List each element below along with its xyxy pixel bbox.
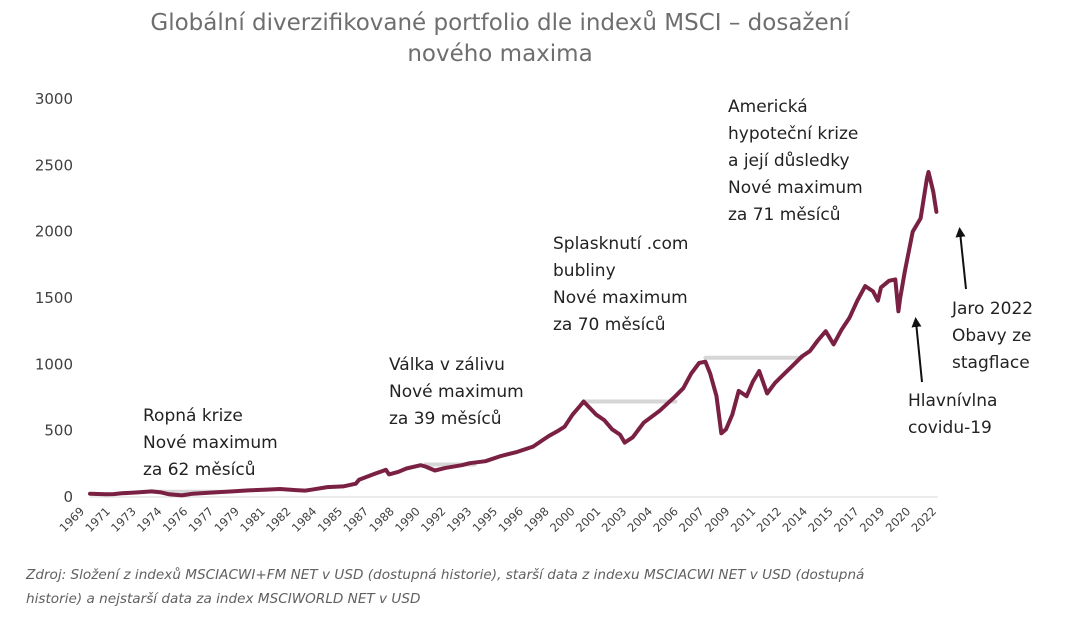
y-tick-label: 2500 — [35, 156, 73, 174]
y-tick-label: 2000 — [35, 223, 73, 241]
arrows — [911, 227, 967, 383]
annotation-jaro-line-1: Jaro 2022 — [952, 299, 1034, 319]
annotation-jaro-2022: Jaro 2022 Obavy ze stagflace — [952, 296, 1033, 377]
x-tick-label: 1969 — [57, 504, 88, 535]
annotation-hypo-line-5: za 71 měsíců — [728, 205, 841, 225]
annotation-com-line-4: za 70 měsíců — [553, 315, 666, 335]
annotation-hypo-line-3: a její důsledky — [728, 151, 850, 171]
source-note-line-1: Zdroj: Složení z indexů MSCIACWI+FM NET … — [26, 567, 865, 583]
x-tick-label: 2000 — [547, 504, 578, 535]
x-tick-label: 1977 — [186, 504, 217, 535]
x-tick-label: 1979 — [211, 504, 242, 535]
x-tick-label: 2020 — [883, 504, 914, 535]
x-tick-label: 2017 — [831, 504, 862, 535]
y-tick-label: 1500 — [35, 289, 73, 307]
arrow-covid — [911, 317, 923, 383]
annotation-jaro-line-3: stagflace — [952, 353, 1030, 373]
annotation-com-bublina: Splasknutí .com bubliny Nové maximum za … — [553, 231, 688, 339]
x-tick-label: 2006 — [650, 504, 681, 535]
x-tick-label: 1985 — [315, 504, 346, 535]
arrow-jaro-2022 — [955, 227, 967, 290]
y-tick-label: 3000 — [35, 90, 73, 108]
annotation-ropna-line-3: za 62 měsíců — [143, 460, 256, 480]
x-tick-label: 1996 — [495, 504, 526, 535]
annotation-valka-v-zalivu: Válka v zálivu Nové maximum za 39 měsíců — [389, 352, 524, 433]
annotation-com-line-3: Nové maximum — [553, 288, 688, 308]
annotation-ropna-krize: Ropná krize Nové maximum za 62 měsíců — [143, 403, 278, 484]
annotation-valka-line-2: Nové maximum — [389, 382, 524, 402]
chart-title-line-1: Globální diverzifikované portfolio dle i… — [150, 10, 850, 36]
x-tick-label: 1995 — [470, 504, 501, 535]
x-tick-label: 2012 — [754, 504, 785, 535]
x-tick-label: 2022 — [909, 504, 940, 535]
x-tick-label: 1993 — [444, 504, 475, 535]
annotation-covid-line-2: covidu-19 — [908, 418, 992, 438]
x-tick-label: 1988 — [366, 504, 397, 535]
x-tick-label: 2019 — [857, 504, 888, 535]
y-tick-label: 500 — [44, 422, 73, 440]
x-tick-label: 1982 — [263, 504, 294, 535]
source-note: Zdroj: Složení z indexů MSCIACWI+FM NET … — [26, 563, 1036, 611]
x-tick-label: 1990 — [392, 504, 423, 535]
annotation-com-line-1: Splasknutí .com — [553, 234, 689, 254]
x-tick-label: 2011 — [728, 504, 759, 535]
x-tick-label: 2014 — [779, 504, 810, 535]
x-tick-label: 2001 — [573, 504, 604, 535]
y-axis: 0 500 1000 1500 2000 2500 3000 — [35, 90, 73, 506]
x-tick-label: 2007 — [676, 504, 707, 535]
x-tick-label: 1981 — [237, 504, 268, 535]
chart-title-line-2: nového maxima — [407, 41, 593, 67]
annotation-valka-line-1: Válka v zálivu — [389, 355, 505, 375]
annotation-ropna-line-1: Ropná krize — [143, 406, 243, 426]
source-note-line-2: historie) a nejstarší data za index MSCI… — [26, 591, 421, 607]
series-line — [88, 170, 939, 498]
annotation-com-line-2: bubliny — [553, 261, 616, 281]
annotation-ropna-line-2: Nové maximum — [143, 433, 278, 453]
x-tick-label: 2004 — [625, 504, 656, 535]
x-tick-label: 1998 — [521, 504, 552, 535]
x-tick-label: 1974 — [134, 504, 165, 535]
x-tick-label: 1971 — [82, 504, 113, 535]
annotation-valka-line-3: za 39 měsíců — [389, 409, 502, 429]
x-tick-label: 1992 — [418, 504, 449, 535]
annotation-jaro-line-2: Obavy ze — [952, 326, 1032, 346]
x-tick-label: 2009 — [702, 504, 733, 535]
x-tick-label: 1973 — [108, 504, 139, 535]
annotation-covid-line-1: Hlavnívlna — [908, 391, 998, 411]
annotation-hypo-line-2: hypoteční krize — [728, 124, 859, 144]
annotation-hypo-line-1: Americká — [728, 97, 808, 117]
y-tick-label: 0 — [63, 488, 73, 506]
x-tick-label: 2015 — [805, 504, 836, 535]
series-group — [88, 170, 939, 498]
x-axis: 1969197119731974197619771979198119821984… — [57, 496, 940, 535]
x-tick-label: 2003 — [599, 504, 630, 535]
x-tick-label: 1984 — [289, 504, 320, 535]
annotation-covid: Hlavnívlna covidu-19 — [908, 388, 997, 442]
y-tick-label: 1000 — [35, 355, 73, 373]
x-tick-label: 1987 — [341, 504, 372, 535]
chart-title: Globální diverzifikované portfolio dle i… — [0, 8, 1000, 70]
annotation-hypo-line-4: Nové maximum — [728, 178, 863, 198]
x-tick-label: 1976 — [160, 504, 191, 535]
annotation-hypotecni-krize: Americká hypoteční krize a její důsledky… — [728, 94, 863, 229]
